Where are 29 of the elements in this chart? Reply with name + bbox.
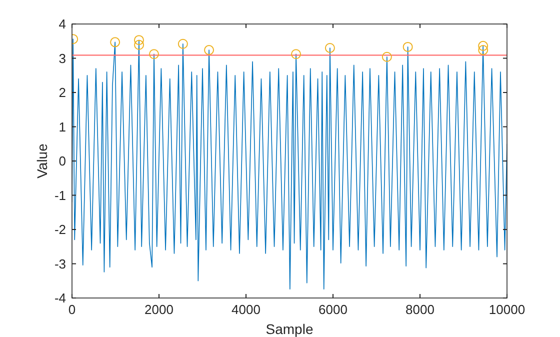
x-axis-title: Sample [266,321,314,337]
y-tick-label: 1 [58,119,66,134]
point [382,52,392,62]
x-tick-label: 6000 [318,302,348,317]
point [148,49,159,60]
x-tick-label: 4000 [232,302,260,317]
point [291,49,302,60]
y-tick-label: 0 [58,154,66,168]
y-tick-label: -1 [54,188,66,203]
x-tick-label: 10000 [488,302,526,317]
y-tick-label: -4 [54,290,66,306]
point [478,45,488,56]
y-axis-title: Value [34,143,50,178]
point [204,45,214,56]
x-tick-label: 8000 [406,302,434,317]
point [178,38,188,49]
y-tick-label: 4 [58,16,66,32]
x-tick-label: 0 [68,302,76,317]
point [324,42,335,53]
point [110,37,120,48]
point [134,35,144,46]
y-tick-label: 3 [58,50,66,66]
point [402,42,413,52]
point [478,40,488,51]
y-tick-label: -2 [54,222,66,237]
y-tick-label: 2 [58,85,66,100]
x-tick-label: 2000 [144,302,174,317]
y-tick-label: -3 [54,256,66,272]
point [134,40,144,50]
